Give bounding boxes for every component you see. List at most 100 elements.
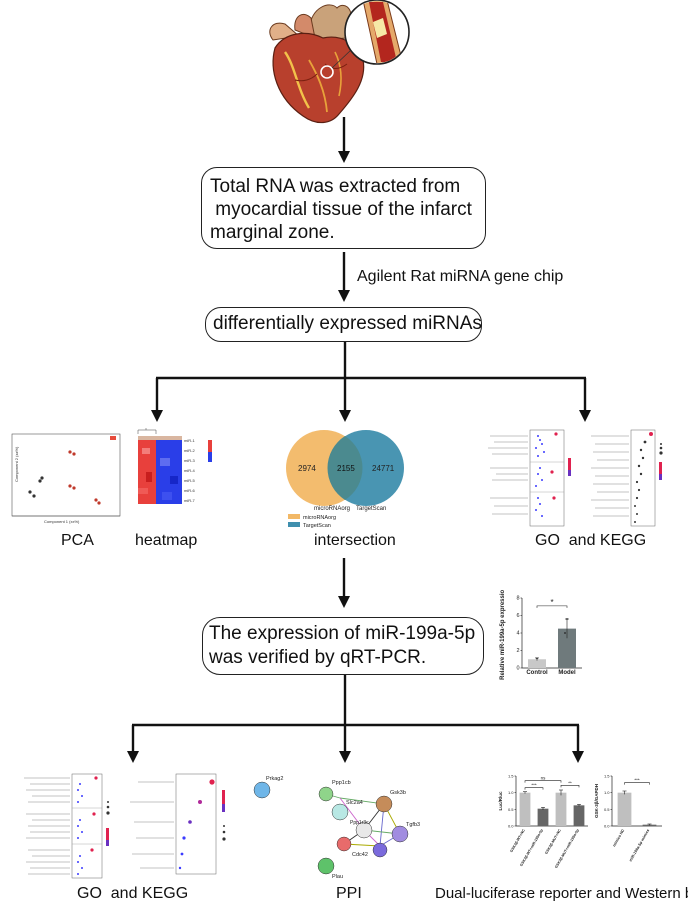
bar	[555, 792, 567, 826]
y-tick-label: 2	[516, 648, 519, 654]
significance-bracket	[560, 785, 580, 788]
qpcr-line-1: The expression of miR-199a-5p	[209, 623, 476, 644]
y-tick-label: 0	[516, 666, 519, 672]
venn-left-set-label: microRNAorg	[314, 506, 350, 512]
significance-label: ***	[531, 783, 537, 788]
y-tick-label: 0.5	[604, 807, 610, 812]
x-tick-label: miR-199a-5p mimics	[629, 829, 651, 863]
y-axis-label: Relative miR-199a-5p expression	[500, 590, 506, 680]
dem-box: differentially expressed miRNAs	[205, 307, 482, 342]
ppi-node-ppp1r3c	[355, 821, 373, 839]
svg-text:miR-2: miR-2	[184, 448, 195, 453]
ppi-label-ppp1r3c: Ppp1r3c	[350, 820, 369, 826]
ppi-node-prkag2	[253, 781, 271, 799]
ppi-node-plau	[317, 857, 335, 875]
svg-text:miR-3: miR-3	[184, 458, 195, 463]
data-point	[566, 618, 568, 620]
venn-overlap-count: 2155	[337, 464, 355, 473]
y-tick-label: 0.0	[508, 824, 514, 829]
bar	[573, 805, 585, 826]
ppi-label-cdc42: Cdc42	[352, 852, 368, 858]
svg-text:miR-6: miR-6	[184, 488, 195, 493]
pca-plot: Component 2 (xx%) Component 1 (xx%)	[11, 433, 121, 524]
gene-chip-label: Agilent Rat miRNA gene chip	[357, 268, 564, 285]
x-tick-label: Model	[558, 670, 576, 676]
significance-label: ns	[541, 776, 547, 781]
y-axis-label: Luc/Rluc	[498, 791, 503, 810]
significance-bracket	[536, 605, 568, 608]
significance-bracket	[524, 787, 544, 790]
ppi-node-slc2a4	[331, 803, 349, 821]
western-blot-bar-chart: 0.0 0.5 1.0 1.5 mimics NC miR-199a-5p mimics G…	[594, 774, 662, 863]
venn-right-count: 24771	[372, 464, 395, 473]
svg-text:miR-7: miR-7	[184, 498, 195, 503]
pca-label: PCA	[61, 532, 94, 549]
bar	[642, 824, 657, 826]
qpcr-box: The expression of miR-199a-5p was verifi…	[202, 617, 484, 675]
rna-extraction-line-3: marginal zone.	[210, 222, 335, 243]
ppi-node-cdc42	[336, 836, 352, 852]
luc-wb-label: Dual-luciferase reporter and Western blo…	[435, 885, 688, 902]
ppi-node-ppp1cb	[318, 786, 334, 802]
ppi-label-tgfb3: Tgfb3	[406, 822, 420, 828]
ppi-label: PPI	[336, 885, 362, 902]
go-dotplot-bottom	[24, 773, 110, 879]
go-dotplot-top	[488, 429, 571, 527]
bar	[519, 792, 531, 826]
x-tick-label: mimics NC	[612, 828, 625, 847]
svg-text:miR-4: miR-4	[184, 468, 195, 473]
ppi-network: Prkag2 Ppp1cb Slc2a4 Gsk3b Ppp1r3c Tgfb3…	[253, 776, 420, 880]
qpcr-bar-chart: 0 2 4 6 8 Control Model Relative miR-199a-5p ex…	[500, 590, 582, 680]
y-tick-label: 4	[516, 631, 519, 637]
venn-legend-right: TargetScan	[303, 523, 331, 529]
ppi-node-tgfb3	[391, 825, 409, 843]
intersection-label: intersection	[314, 532, 396, 549]
significance-bracket	[624, 782, 650, 785]
ppi-label-plau: Plau	[332, 874, 343, 880]
go-kegg-bottom-label: GO and KEGG	[77, 885, 189, 902]
data-point	[536, 657, 538, 660]
significance-label: **	[568, 780, 572, 785]
rna-extraction-line-2: myocardial tissue of the infarct	[210, 199, 472, 220]
ppi-label-prkag2: Prkag2	[266, 776, 283, 782]
branch-connector-2	[127, 675, 584, 763]
bar	[528, 659, 546, 668]
y-tick-label: 0.5	[508, 807, 514, 812]
flow-arrow-2	[338, 252, 350, 302]
dem-label: differentially expressed miRNAs	[213, 313, 482, 334]
heatmap-label: heatmap	[135, 532, 198, 549]
flow-arrow-1	[338, 117, 350, 163]
bar	[558, 628, 576, 668]
significance-bracket	[524, 780, 562, 783]
ppi-label-slc2a4: Slc2a4	[346, 800, 363, 806]
x-tick-label: GSK3β-MUT+NC	[544, 828, 562, 855]
bar	[617, 792, 632, 826]
kegg-dotplot-top	[591, 429, 663, 527]
significance-label: ***	[634, 778, 640, 783]
y-tick-label: 1.5	[604, 774, 610, 779]
y-tick-label: 1.5	[508, 774, 514, 779]
venn-left-count: 2974	[298, 464, 316, 473]
heart-illustration	[269, 0, 410, 124]
luciferase-bar-chart: 0.00.51.01.5GSK3β-WT+NCGSK3β-WT+miR-199a…	[498, 774, 588, 869]
svg-text:Component 2 (xx%): Component 2 (xx%)	[14, 446, 19, 482]
y-tick-label: 1.0	[604, 790, 610, 795]
venn-legend-left: microRNAorg	[303, 515, 336, 521]
rna-extraction-box: Total RNA was extracted from myocardial …	[201, 167, 486, 249]
y-tick-label: 6	[516, 613, 519, 619]
y-axis-label: GSK-3β/GAPDH	[594, 784, 599, 818]
svg-text:miR-5: miR-5	[184, 478, 195, 483]
x-tick-label: Control	[526, 670, 548, 676]
ppi-label-ppp1cb: Ppp1cb	[332, 780, 351, 786]
y-tick-label: 8	[516, 596, 519, 602]
y-tick-label: 0.0	[604, 824, 610, 829]
y-tick-label: 1.0	[508, 790, 514, 795]
kegg-dotplot-bottom	[130, 773, 226, 875]
branch-connector-1	[151, 342, 591, 422]
go-kegg-top-label: GO and KEGG	[535, 532, 647, 549]
flow-arrow-3	[338, 558, 350, 608]
qpcr-line-2: was verified by qRT-PCR.	[209, 647, 427, 668]
rna-extraction-line-1: Total RNA was extracted from	[210, 176, 461, 197]
ppi-node-gsk3b	[375, 795, 393, 813]
x-tick-label: GSK3β-WT+NC	[509, 828, 526, 853]
